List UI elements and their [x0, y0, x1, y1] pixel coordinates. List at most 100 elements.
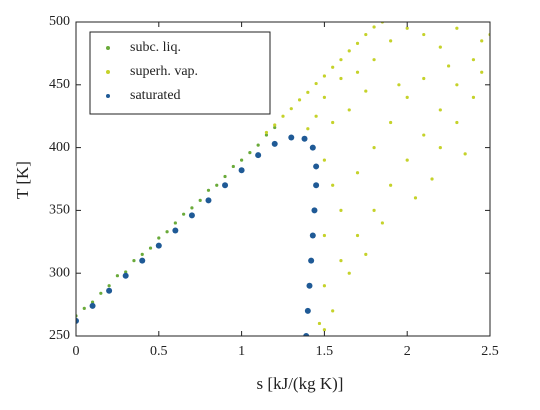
- point: [306, 282, 313, 289]
- point: [281, 114, 285, 118]
- point: [355, 171, 360, 175]
- y-tick-label: 350: [49, 203, 70, 218]
- point: [314, 114, 318, 118]
- point: [413, 196, 418, 200]
- point: [205, 197, 212, 204]
- point: [240, 158, 244, 162]
- point: [405, 95, 409, 99]
- point: [89, 302, 96, 309]
- point: [182, 212, 186, 216]
- point: [355, 70, 360, 74]
- y-tick-label: 450: [49, 77, 70, 92]
- x-tick-label: 2.5: [481, 344, 499, 359]
- point: [155, 242, 162, 249]
- point: [317, 321, 322, 326]
- point: [231, 164, 235, 169]
- point: [188, 212, 195, 219]
- legend-label: superh. vap.: [130, 64, 198, 79]
- point: [347, 49, 351, 53]
- point: [389, 39, 393, 43]
- legend-marker: [106, 46, 110, 50]
- x-tick-label: 1.5: [316, 344, 334, 359]
- point: [447, 64, 451, 68]
- point: [289, 107, 293, 111]
- point: [297, 98, 302, 102]
- point: [173, 221, 177, 225]
- point: [222, 182, 229, 189]
- x-tick-label: 1: [238, 344, 245, 359]
- point: [115, 274, 119, 278]
- point: [405, 158, 409, 162]
- point: [463, 152, 467, 156]
- point: [422, 76, 426, 81]
- point: [106, 287, 113, 294]
- point: [306, 127, 310, 131]
- point: [405, 26, 409, 30]
- point: [271, 140, 278, 147]
- point: [322, 74, 326, 78]
- point: [364, 252, 368, 256]
- point: [322, 328, 326, 332]
- point: [82, 306, 86, 310]
- point: [331, 183, 335, 187]
- point: [455, 83, 459, 87]
- point: [264, 133, 269, 137]
- point: [198, 198, 202, 202]
- point: [124, 270, 128, 274]
- point: [172, 227, 179, 234]
- point: [76, 317, 79, 324]
- y-tick-label: 300: [49, 265, 70, 280]
- point: [389, 120, 393, 125]
- point: [480, 70, 484, 74]
- y-tick-label: 400: [49, 140, 70, 155]
- point: [430, 177, 434, 181]
- point: [139, 257, 146, 264]
- point: [389, 183, 393, 187]
- point: [397, 83, 401, 87]
- point: [301, 135, 308, 142]
- point: [372, 25, 376, 29]
- point: [339, 58, 343, 62]
- point: [314, 81, 318, 86]
- point: [331, 120, 335, 125]
- point: [347, 108, 351, 112]
- point: [306, 90, 310, 94]
- point: [248, 151, 252, 155]
- point: [313, 182, 320, 189]
- legend-label: saturated: [130, 88, 181, 103]
- point: [303, 333, 310, 336]
- point: [107, 284, 111, 288]
- point: [438, 108, 442, 112]
- y-tick-label: 500: [49, 14, 70, 29]
- point: [364, 32, 368, 37]
- point: [304, 307, 311, 314]
- legend-label: subc. liq.: [130, 40, 181, 55]
- plot-area: [76, 22, 490, 336]
- legend-marker: [106, 70, 110, 74]
- point: [238, 167, 245, 174]
- point: [355, 233, 360, 238]
- point: [256, 143, 260, 147]
- point: [157, 236, 161, 240]
- point: [422, 133, 426, 137]
- point: [99, 291, 103, 295]
- point: [132, 259, 136, 263]
- point: [339, 76, 343, 81]
- point: [322, 284, 326, 288]
- point: [90, 300, 95, 304]
- point: [480, 39, 484, 43]
- y-tick-label: 250: [49, 328, 70, 343]
- point: [288, 134, 295, 141]
- point: [438, 45, 442, 49]
- point: [322, 233, 326, 238]
- legend-box: [89, 31, 271, 115]
- point: [215, 183, 219, 187]
- point: [339, 259, 343, 263]
- point: [422, 32, 426, 37]
- point: [165, 230, 169, 234]
- y-axis-label: T [K]: [13, 161, 32, 199]
- point: [206, 188, 211, 192]
- point: [372, 208, 376, 212]
- axes-frame: [75, 21, 491, 337]
